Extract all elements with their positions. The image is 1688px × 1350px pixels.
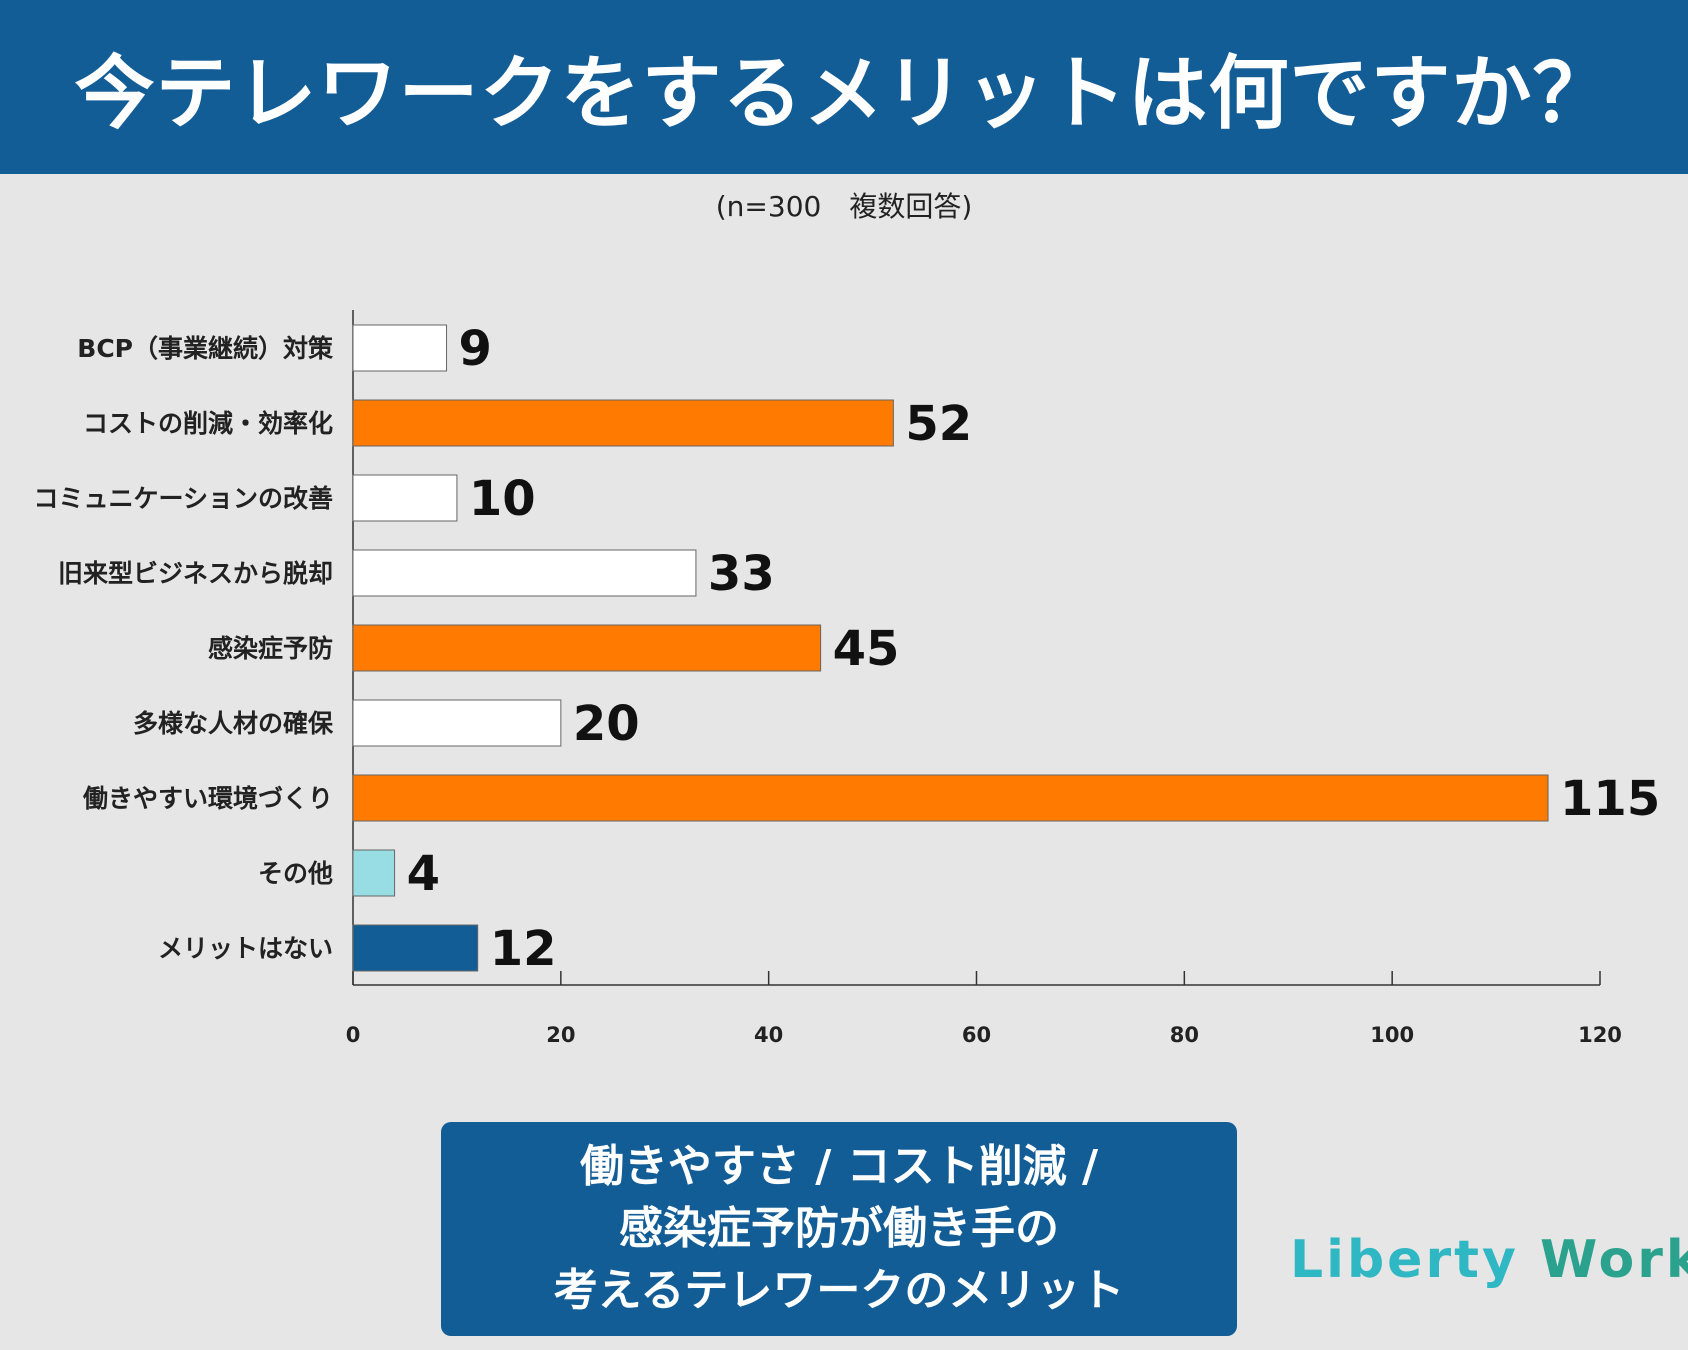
data-label: 20 bbox=[573, 696, 640, 752]
bar bbox=[352, 924, 479, 972]
sample-note: (n=300 複数回答) bbox=[715, 190, 973, 223]
category-label: 旧来型ビジネスから脱却 bbox=[58, 559, 333, 588]
bar bbox=[352, 699, 562, 747]
category-label: その他 bbox=[258, 859, 333, 888]
data-label: 52 bbox=[905, 396, 972, 452]
data-label: 10 bbox=[469, 471, 536, 527]
x-tick-label: 120 bbox=[1578, 1023, 1622, 1047]
bar bbox=[352, 324, 448, 372]
x-tick-label: 20 bbox=[546, 1023, 575, 1047]
data-label: 4 bbox=[407, 846, 440, 902]
bar bbox=[352, 624, 822, 672]
bar bbox=[352, 474, 458, 522]
category-label: 多様な人材の確保 bbox=[133, 709, 334, 738]
bar bbox=[352, 399, 894, 447]
category-label: BCP（事業継続）対策 bbox=[77, 334, 334, 363]
logo-word-2: Works bbox=[1539, 1230, 1688, 1290]
data-label: 45 bbox=[833, 621, 900, 677]
liberty-works-logo: Liberty Works bbox=[1290, 1230, 1688, 1290]
x-tick-label: 40 bbox=[754, 1023, 783, 1047]
category-label: コミュニケーションの改善 bbox=[33, 484, 333, 513]
x-tick-label: 80 bbox=[1170, 1023, 1199, 1047]
summary-line-3: 考えるテレワークのメリット bbox=[553, 1265, 1125, 1316]
category-label: 働きやすい環境づくり bbox=[82, 784, 333, 813]
x-tick-label: 100 bbox=[1370, 1023, 1414, 1047]
x-tick-label: 0 bbox=[346, 1023, 361, 1047]
data-label: 33 bbox=[708, 546, 775, 602]
summary-line-2: 感染症予防が働き手の bbox=[619, 1203, 1059, 1254]
data-label: 12 bbox=[490, 921, 557, 977]
bar bbox=[352, 774, 1549, 822]
x-tick-label: 60 bbox=[962, 1023, 991, 1047]
data-label: 9 bbox=[459, 321, 492, 377]
bar bbox=[352, 849, 396, 897]
data-label: 115 bbox=[1560, 771, 1660, 827]
summary-line-1: 働きやすさ / コスト削減 / bbox=[579, 1141, 1099, 1192]
category-label: 感染症予防 bbox=[208, 634, 333, 663]
title-banner: 今テレワークをするメリットは何ですか？ bbox=[0, 0, 1688, 174]
category-label: メリットはない bbox=[158, 934, 333, 963]
bar-chart: 0 20 40 60 80 100 120 BCP（事業継続）対策 9 コストの削減・効率化 52 コ… bbox=[33, 310, 1660, 1047]
summary-box: 働きやすさ / コスト削減 / 感染症予防が働き手の 考えるテレワークのメリット bbox=[441, 1122, 1237, 1336]
category-label: コストの削減・効率化 bbox=[83, 409, 333, 438]
page-title: 今テレワークをするメリットは何ですか？ bbox=[74, 47, 1614, 140]
bar bbox=[352, 549, 697, 597]
logo-word-1: Liberty bbox=[1290, 1230, 1519, 1290]
